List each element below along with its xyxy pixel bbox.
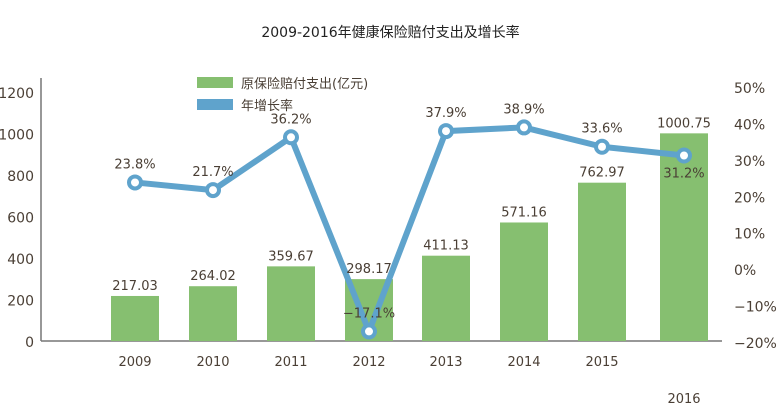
bar xyxy=(111,295,159,341)
x-tick-label: 2009 xyxy=(118,355,151,370)
bar xyxy=(267,266,315,341)
right-tick-label: −20% xyxy=(734,336,777,352)
right-tick-label: 20% xyxy=(734,190,765,206)
bar xyxy=(500,222,548,341)
growth-point xyxy=(594,138,610,155)
growth-value-label: −17.1% xyxy=(343,306,395,321)
legend-item-line: 年增长率 xyxy=(197,95,293,114)
right-tick-label: 40% xyxy=(734,117,765,133)
growth-line xyxy=(134,124,685,335)
growth-value-label: 36.2% xyxy=(270,112,311,127)
x-tick-label: 2010 xyxy=(196,355,229,370)
growth-value-label: 23.8% xyxy=(114,157,155,172)
bar-value-label: 411.13 xyxy=(423,239,469,254)
left-tick-label: 1000 xyxy=(0,128,34,144)
bar-value-label: 571.16 xyxy=(501,205,547,220)
bar-value-label: 1000.75 xyxy=(657,116,711,131)
x-tick-label: 2016 xyxy=(667,392,700,407)
bar-value-label: 359.67 xyxy=(268,249,314,264)
right-tick-label: 0% xyxy=(734,263,756,279)
chart-title: 2009-2016年健康保险赔付支出及增长率 xyxy=(261,25,520,41)
growth-point xyxy=(127,174,143,191)
bar-value-label: 298.17 xyxy=(346,262,392,277)
bar-value-label: 762.97 xyxy=(579,166,625,181)
legend-swatch-bar xyxy=(197,77,233,88)
right-tick-label: 30% xyxy=(734,154,765,170)
growth-point xyxy=(361,323,377,340)
growth-value-label: 21.7% xyxy=(192,165,233,180)
x-tick-label: 2014 xyxy=(507,355,540,370)
left-tick-label: 800 xyxy=(7,169,34,185)
right-tick-label: −10% xyxy=(734,300,777,316)
left-tick-label: 200 xyxy=(7,294,34,310)
growth-value-label: 38.9% xyxy=(503,102,544,117)
growth-point xyxy=(516,119,532,136)
left-tick-label: 0 xyxy=(25,335,34,351)
legend-item-bar: 原保险赔付支出(亿元) xyxy=(197,73,368,92)
bar-value-label: 217.03 xyxy=(112,279,158,294)
legend-swatch-line xyxy=(197,99,233,110)
bar xyxy=(660,133,708,341)
left-tick-label: 600 xyxy=(7,211,34,227)
growth-value-label: 37.9% xyxy=(425,106,466,121)
growth-point xyxy=(205,182,221,199)
bar-value-label: 264.02 xyxy=(190,269,236,284)
growth-point xyxy=(438,123,454,140)
growth-value-label: 31.2% xyxy=(663,166,704,181)
right-tick-label: 50% xyxy=(734,81,765,97)
x-tick-label: 2015 xyxy=(585,355,618,370)
legend-label-bar: 原保险赔付支出(亿元) xyxy=(241,77,369,92)
growth-value-label: 33.6% xyxy=(581,122,622,137)
growth-point xyxy=(676,147,692,164)
left-tick-label: 1200 xyxy=(0,86,34,102)
right-tick-label: 10% xyxy=(734,227,765,243)
bar xyxy=(422,255,470,341)
bar xyxy=(189,286,237,341)
growth-point xyxy=(283,129,299,146)
x-tick-label: 2011 xyxy=(274,355,307,370)
legend-label-line: 年增长率 xyxy=(241,99,294,114)
left-tick-label: 400 xyxy=(7,252,34,268)
bar xyxy=(578,182,626,341)
x-tick-label: 2013 xyxy=(429,355,462,370)
x-tick-label: 2012 xyxy=(352,355,385,370)
